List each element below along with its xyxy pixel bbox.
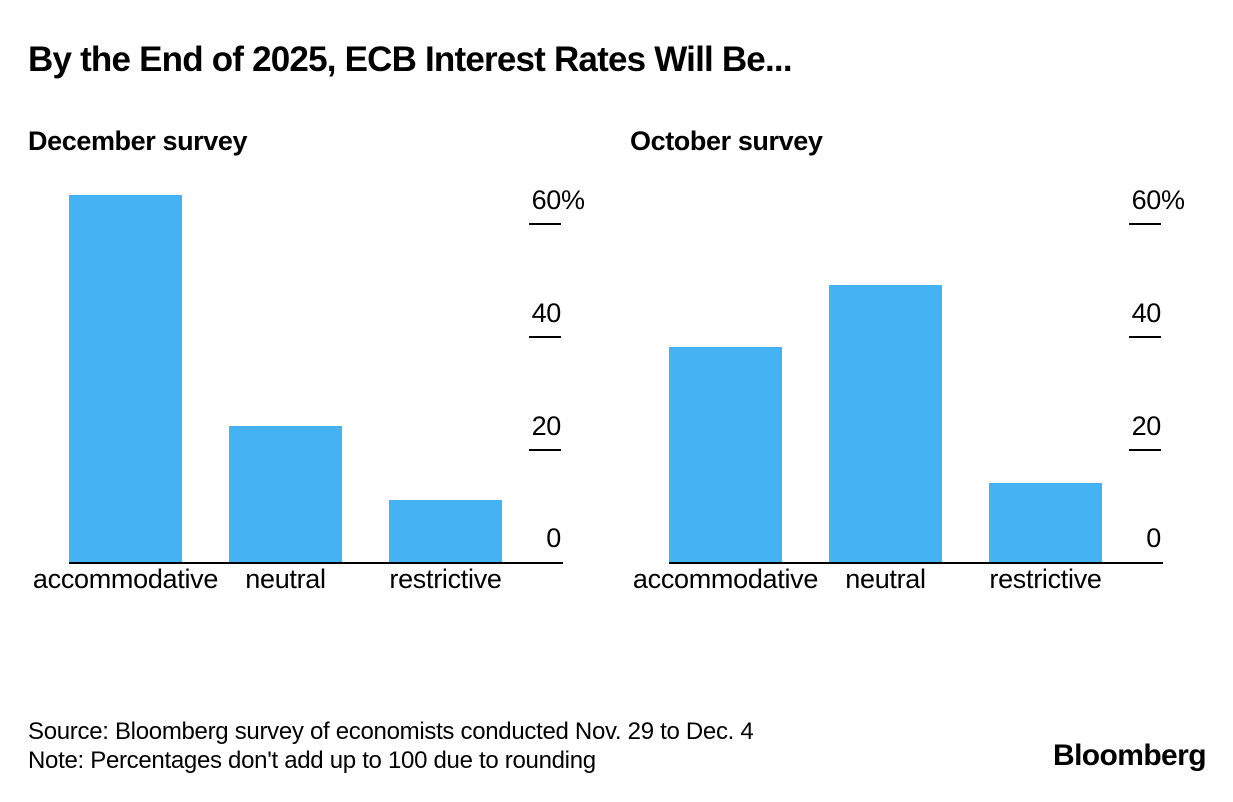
- category-label-neutral: neutral: [245, 564, 326, 594]
- y-axis-unit-label: %: [561, 185, 586, 215]
- category-label-neutral: neutral: [845, 564, 926, 594]
- x-axis-line: [669, 562, 1163, 564]
- x-axis-line: [69, 562, 563, 564]
- y-tick-label-0: 0: [1146, 523, 1161, 553]
- bar-accommodative: [669, 347, 782, 562]
- y-tick-mark-20: [529, 449, 561, 451]
- y-tick-label-60: 60: [1131, 185, 1162, 215]
- y-tick-mark-40: [1129, 336, 1161, 338]
- y-tick-label-0: 0: [546, 523, 561, 553]
- panel-title-october-survey: October survey: [630, 126, 823, 156]
- y-tick-mark-40: [529, 336, 561, 338]
- panel-title-december-survey: December survey: [28, 126, 248, 156]
- category-label-accommodative: accommodative: [632, 564, 819, 594]
- source-line: Source: Bloomberg survey of economists c…: [28, 718, 754, 745]
- y-tick-label-20: 20: [531, 411, 562, 441]
- figure-title: By the End of 2025, ECB Interest Rates W…: [28, 40, 793, 79]
- bar-restrictive: [389, 500, 502, 562]
- bar-neutral: [829, 285, 942, 562]
- category-label-accommodative: accommodative: [32, 564, 219, 594]
- bar-chart-october: accommodative neutral restrictive 0 20 40 60%: [633, 185, 1185, 609]
- note-line: Note: Percentages don't add up to 100 du…: [28, 747, 596, 774]
- category-label-restrictive: restrictive: [389, 564, 502, 594]
- bar-accommodative: [69, 195, 182, 562]
- category-label-restrictive: restrictive: [989, 564, 1102, 594]
- y-tick-mark-20: [1129, 449, 1161, 451]
- bar-restrictive: [989, 483, 1102, 562]
- y-axis-unit-label: %: [1161, 185, 1186, 215]
- y-tick-mark-60: [529, 223, 561, 225]
- y-tick-label-60: 60: [531, 185, 562, 215]
- bar-chart-december: accommodative neutral restrictive 0 20 40 60%: [33, 185, 585, 609]
- bar-neutral: [229, 426, 342, 562]
- bloomberg-logo: Bloomberg: [1053, 739, 1207, 772]
- y-tick-label-20: 20: [1131, 411, 1162, 441]
- y-tick-mark-60: [1129, 223, 1161, 225]
- y-tick-label-40: 40: [1131, 298, 1162, 328]
- y-tick-label-40: 40: [531, 298, 562, 328]
